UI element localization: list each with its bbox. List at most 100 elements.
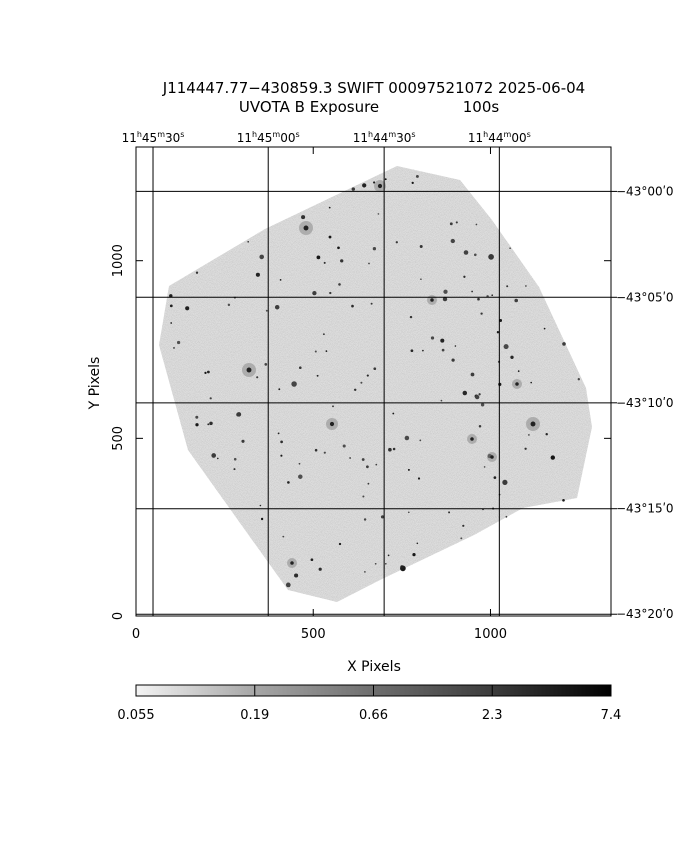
star-66 [454, 345, 457, 347]
x-axis-ticks: 0 500 1000 [132, 147, 507, 642]
star-81 [323, 261, 326, 264]
bright-core-9 [290, 561, 294, 565]
star-131 [298, 462, 301, 465]
colorbar-label-1: 0.19 [240, 708, 269, 723]
bright-core-3 [329, 421, 335, 427]
star-162 [392, 447, 396, 451]
star-71 [499, 319, 503, 322]
x-tick-label-0: 0 [132, 627, 140, 642]
star-121 [368, 262, 370, 265]
star-46 [463, 250, 469, 255]
star-85 [380, 515, 385, 519]
star-145 [329, 291, 332, 295]
star-60 [351, 187, 355, 191]
star-75 [363, 518, 367, 521]
star-82 [470, 372, 475, 377]
star-47 [195, 271, 199, 274]
star-135 [236, 412, 240, 417]
star-30 [493, 476, 497, 479]
star-126 [328, 235, 332, 239]
star-57 [502, 479, 508, 485]
star-117 [480, 403, 485, 407]
star-157 [277, 432, 280, 435]
dec-label-0: −43°00ʹ0 [616, 184, 674, 198]
star-147 [247, 240, 250, 243]
star-44 [387, 554, 390, 557]
star-106 [312, 290, 317, 296]
star-127 [256, 376, 259, 379]
star-154 [278, 388, 281, 391]
star-136 [384, 178, 387, 181]
star-119 [287, 481, 290, 484]
star-5 [318, 567, 322, 571]
star-101 [338, 283, 341, 286]
star-53 [562, 342, 566, 346]
star-84 [420, 278, 422, 281]
dec-label-4: −43°20ʹ0 [616, 607, 674, 621]
star-55 [471, 290, 473, 293]
star-141 [169, 294, 173, 298]
star-15 [384, 562, 387, 565]
star-138 [195, 415, 199, 419]
star-65 [282, 535, 285, 538]
star-0 [442, 296, 448, 302]
star-93 [169, 304, 173, 308]
star-146 [323, 451, 326, 454]
star-163 [377, 213, 380, 215]
star-7 [362, 495, 365, 498]
star-160 [337, 246, 340, 250]
star-168 [517, 370, 520, 372]
star-22 [416, 542, 419, 545]
ra-label-3: 11h44m00s [468, 130, 531, 145]
star-14 [353, 388, 357, 392]
point-sources [169, 174, 580, 588]
star-56 [530, 381, 532, 384]
coordinate-grid [136, 147, 611, 616]
star-96 [545, 432, 548, 436]
star-43 [443, 289, 448, 294]
dec-label-3: −43°15ʹ0 [616, 502, 674, 516]
star-64 [279, 279, 282, 281]
colorbar-ticks [135, 685, 612, 696]
star-144 [362, 183, 367, 188]
star-123 [475, 394, 480, 400]
star-41 [361, 458, 365, 461]
star-92 [419, 245, 423, 248]
star-37 [294, 573, 299, 578]
bright-core-4 [530, 421, 536, 427]
star-125 [506, 285, 509, 288]
dec-labels: −43°00ʹ0 −43°05ʹ0 −43°10ʹ0 −43°15ʹ0 −43°20ʹ0 [611, 184, 674, 621]
star-24 [455, 221, 458, 224]
star-166 [451, 358, 455, 362]
star-90 [412, 552, 416, 557]
star-28 [366, 374, 369, 377]
star-19 [264, 363, 268, 366]
star-122 [503, 344, 509, 350]
star-139 [375, 463, 378, 466]
star-20 [260, 517, 264, 521]
star-36 [409, 315, 413, 319]
y-tick-label-1: 500 [111, 426, 126, 451]
star-99 [310, 558, 314, 562]
star-52 [505, 515, 508, 518]
dec-label-2: −43°10ʹ0 [616, 396, 674, 410]
star-11 [217, 457, 219, 460]
star-143 [332, 405, 334, 408]
star-128 [395, 241, 398, 244]
star-31 [364, 571, 366, 573]
colorbar-label-3: 2.3 [482, 708, 503, 723]
star-102 [301, 215, 306, 220]
colorbar-labels: 0.055 0.19 0.66 2.3 7.4 [117, 708, 621, 723]
title-exposure-label: UVOTA B Exposure [239, 98, 379, 116]
star-167 [349, 457, 351, 459]
title-line-1: J114447.77−430859.3 SWIFT 00097521072 20… [162, 79, 585, 97]
star-12 [340, 259, 344, 263]
star-87 [323, 333, 325, 336]
star-58 [449, 222, 453, 226]
bright-core-0 [246, 367, 252, 373]
star-40 [285, 582, 291, 588]
star-152 [209, 397, 212, 400]
star-78 [417, 477, 421, 480]
star-97 [550, 455, 555, 460]
star-59 [374, 562, 377, 565]
